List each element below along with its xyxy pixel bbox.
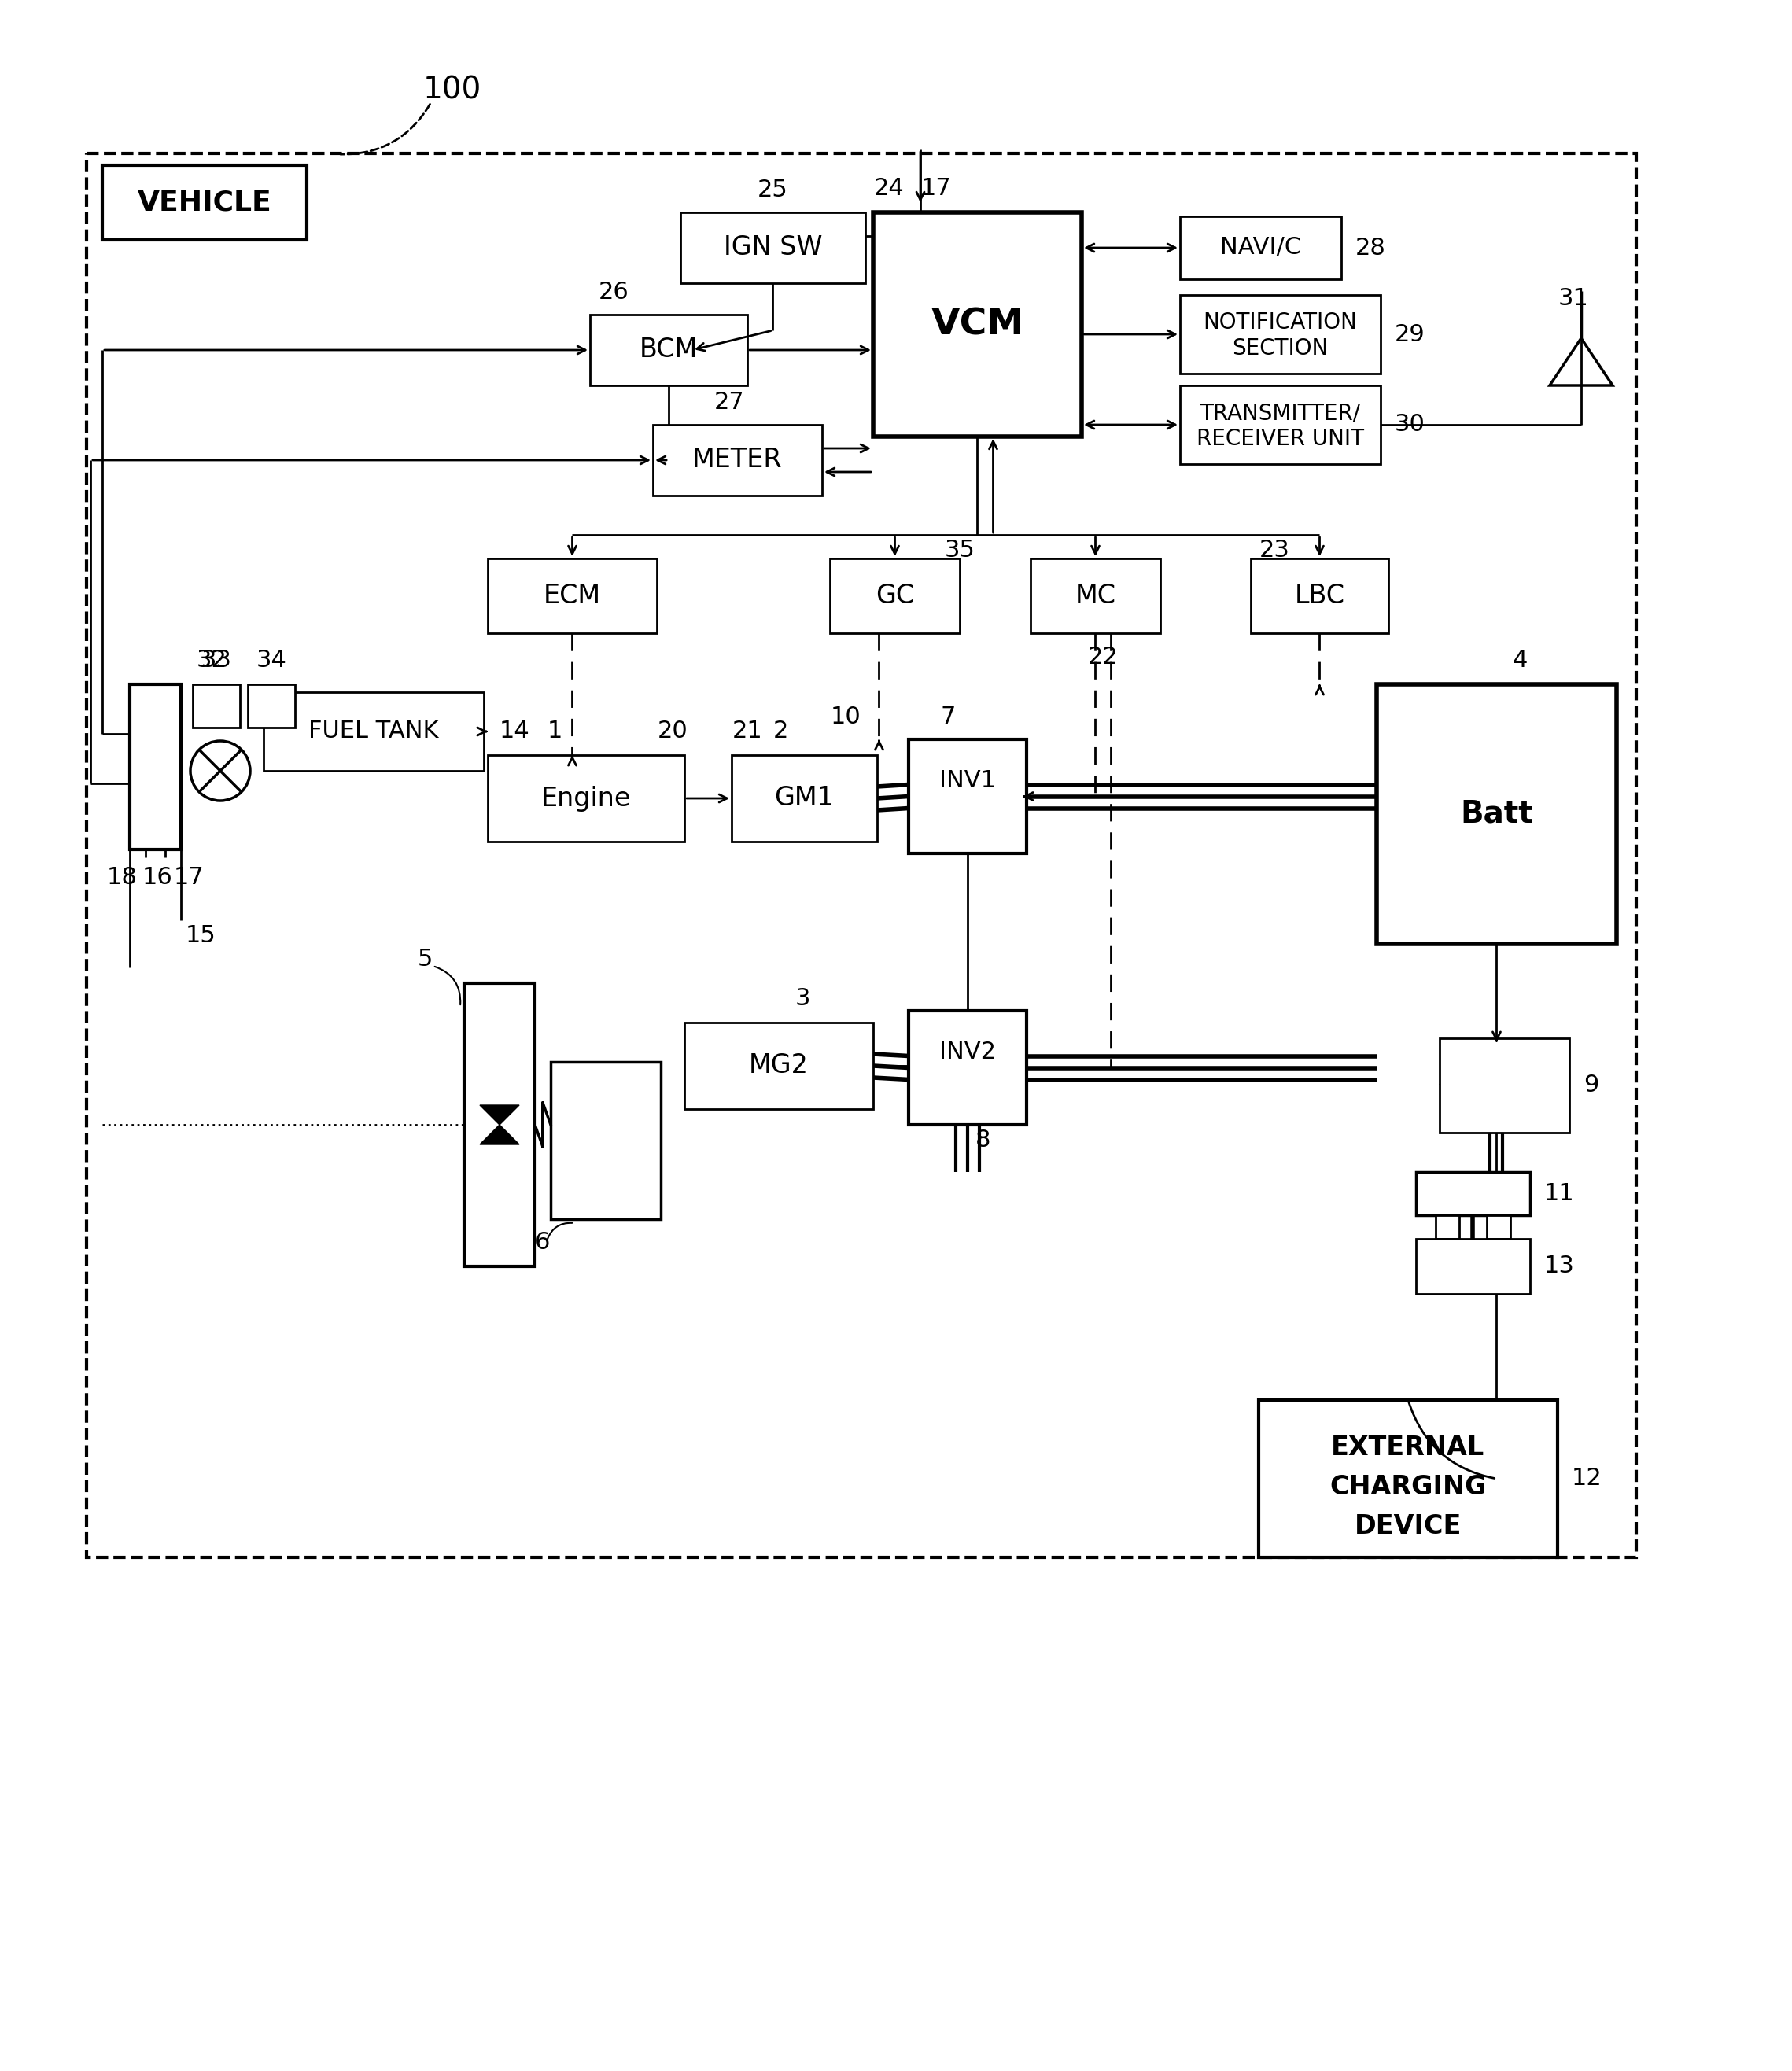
Text: INV2: INV2 (939, 1040, 996, 1062)
Text: Engine: Engine (541, 785, 631, 812)
FancyBboxPatch shape (1258, 1400, 1557, 1557)
FancyBboxPatch shape (1179, 215, 1340, 280)
Text: DEVICE: DEVICE (1355, 1514, 1462, 1539)
Text: 32: 32 (197, 650, 228, 673)
Text: 29: 29 (1394, 323, 1425, 346)
Text: 35: 35 (944, 538, 975, 561)
Text: 8: 8 (975, 1129, 991, 1151)
FancyBboxPatch shape (1251, 559, 1389, 634)
Text: 15: 15 (185, 924, 215, 946)
Text: 31: 31 (1557, 288, 1588, 311)
Text: VCM: VCM (930, 307, 1023, 342)
Text: 12: 12 (1572, 1468, 1602, 1491)
Text: IGN SW: IGN SW (724, 234, 823, 261)
Text: GC: GC (876, 582, 914, 609)
FancyBboxPatch shape (1376, 683, 1616, 944)
Text: 23: 23 (1260, 538, 1290, 561)
Text: METER: METER (692, 447, 783, 472)
FancyBboxPatch shape (1030, 559, 1159, 634)
Text: 21: 21 (733, 721, 763, 743)
FancyBboxPatch shape (487, 559, 658, 634)
FancyBboxPatch shape (464, 984, 536, 1265)
Text: ECM: ECM (543, 582, 600, 609)
Text: EXTERNAL: EXTERNAL (1331, 1435, 1486, 1460)
Text: 2: 2 (772, 721, 788, 743)
Text: NAVI/C: NAVI/C (1220, 236, 1301, 259)
FancyBboxPatch shape (1179, 294, 1380, 373)
Text: FUEL TANK: FUEL TANK (308, 721, 439, 743)
Text: SECTION: SECTION (1233, 338, 1328, 360)
Text: RECEIVER UNIT: RECEIVER UNIT (1197, 429, 1364, 449)
Text: 28: 28 (1355, 236, 1385, 259)
Text: 4: 4 (1512, 650, 1529, 673)
Text: 20: 20 (658, 721, 688, 743)
Text: 26: 26 (599, 282, 629, 304)
Text: 1: 1 (547, 721, 563, 743)
FancyBboxPatch shape (1439, 1038, 1570, 1133)
FancyBboxPatch shape (652, 425, 823, 495)
Text: TRANSMITTER/: TRANSMITTER/ (1201, 402, 1360, 425)
FancyBboxPatch shape (129, 683, 181, 849)
Text: 6: 6 (536, 1232, 550, 1255)
Text: 22: 22 (1088, 646, 1118, 669)
Text: 11: 11 (1545, 1183, 1575, 1205)
FancyBboxPatch shape (194, 683, 240, 727)
Polygon shape (480, 1106, 520, 1125)
Text: 3: 3 (794, 988, 810, 1011)
FancyBboxPatch shape (550, 1062, 661, 1220)
FancyBboxPatch shape (685, 1023, 873, 1110)
Text: MC: MC (1075, 582, 1116, 609)
Text: MG2: MG2 (749, 1052, 808, 1079)
FancyBboxPatch shape (909, 739, 1027, 853)
Text: 24: 24 (874, 178, 905, 201)
Text: Batt: Batt (1460, 799, 1534, 828)
Text: CHARGING: CHARGING (1330, 1475, 1487, 1499)
Text: 10: 10 (830, 706, 860, 729)
Text: 100: 100 (423, 75, 482, 106)
FancyBboxPatch shape (102, 166, 306, 240)
Text: 33: 33 (201, 650, 231, 673)
Polygon shape (480, 1125, 520, 1145)
FancyBboxPatch shape (909, 1011, 1027, 1125)
FancyBboxPatch shape (263, 692, 484, 770)
FancyBboxPatch shape (1435, 1216, 1459, 1238)
Text: 9: 9 (1584, 1075, 1598, 1098)
Text: 27: 27 (715, 391, 745, 414)
Text: 13: 13 (1545, 1255, 1575, 1278)
FancyBboxPatch shape (487, 756, 685, 841)
Text: BCM: BCM (640, 338, 697, 362)
FancyBboxPatch shape (681, 213, 866, 284)
FancyBboxPatch shape (247, 683, 296, 727)
FancyBboxPatch shape (590, 315, 747, 385)
Text: 17: 17 (921, 178, 952, 201)
FancyBboxPatch shape (1179, 385, 1380, 464)
Text: LBC: LBC (1294, 582, 1344, 609)
Text: 30: 30 (1394, 414, 1425, 437)
FancyBboxPatch shape (731, 756, 876, 841)
Text: NOTIFICATION: NOTIFICATION (1202, 311, 1357, 333)
Text: INV1: INV1 (939, 768, 996, 791)
Text: 18: 18 (108, 866, 138, 888)
Text: 7: 7 (941, 706, 955, 729)
Text: 34: 34 (256, 650, 287, 673)
FancyBboxPatch shape (830, 559, 961, 634)
FancyBboxPatch shape (1487, 1216, 1511, 1238)
Text: 5: 5 (418, 949, 432, 971)
FancyBboxPatch shape (1416, 1172, 1530, 1216)
Text: 16: 16 (142, 866, 172, 888)
Text: 14: 14 (500, 721, 530, 743)
Text: VEHICLE: VEHICLE (138, 188, 272, 215)
Text: GM1: GM1 (774, 785, 835, 812)
Text: 25: 25 (758, 178, 788, 201)
FancyBboxPatch shape (1416, 1238, 1530, 1294)
FancyBboxPatch shape (873, 213, 1082, 437)
Text: 17: 17 (174, 866, 204, 888)
